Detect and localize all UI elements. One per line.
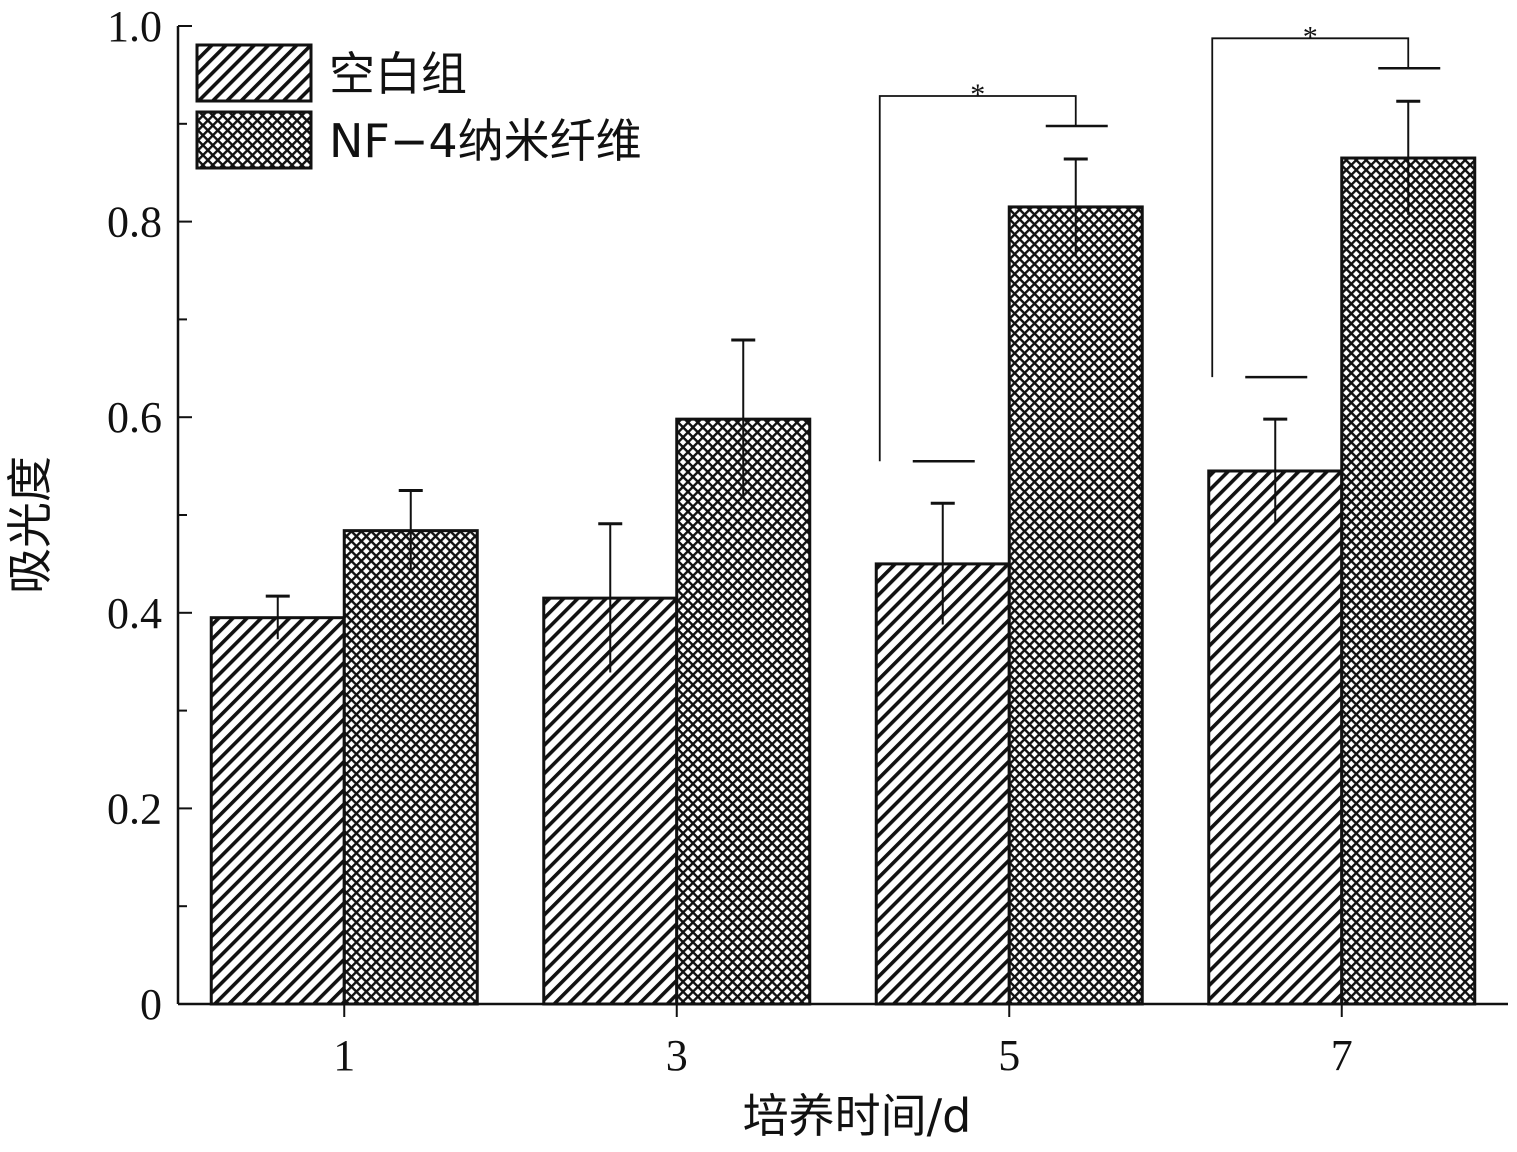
bar-2-day-3: [675, 417, 812, 1006]
y-tick-label: 0.2: [107, 784, 162, 833]
sig-bracket-7: [1211, 37, 1410, 378]
y-tick-label: 0.8: [107, 198, 162, 247]
bar-1-day-5: [874, 562, 1011, 1006]
sig-bracket-5: [878, 95, 1077, 462]
x-tick-label: 3: [666, 1031, 688, 1080]
y-tick-label: 0.4: [107, 589, 162, 638]
sig-label-5: *: [970, 78, 985, 111]
bar-2-day-7: [1340, 156, 1477, 1006]
legend: 空白组 NF−4纳米纤维: [195, 43, 642, 170]
x-tick-label: 5: [998, 1031, 1020, 1080]
legend-label-2: NF−4纳米纤维: [329, 114, 642, 168]
bar-1-day-1: [209, 616, 346, 1006]
legend-swatch-1: [195, 43, 313, 103]
bar-2-day-1: [342, 529, 479, 1006]
y-tick-label: 0.6: [107, 393, 162, 442]
y-axis-label: 吸光度: [3, 456, 57, 594]
y-tick-label: 1.0: [107, 2, 162, 51]
bar-2-day-5: [1007, 205, 1144, 1006]
error-bars-group: [265, 99, 1421, 673]
legend-label-1: 空白组: [329, 47, 467, 101]
y-tick-label: 0: [140, 980, 162, 1029]
bar-1-day-7: [1207, 469, 1344, 1006]
x-tick-label: 1: [333, 1031, 355, 1080]
bars-group: [209, 156, 1477, 1006]
sig-label-7: *: [1303, 20, 1318, 53]
axes-group: 0 0.2 0.4 0.6 0.8 1.0 1 3 5 7: [107, 2, 1508, 1080]
legend-swatch-2: [195, 110, 313, 170]
x-axis-label: 培养时间/d: [743, 1089, 972, 1143]
x-tick-label: 7: [1331, 1031, 1353, 1080]
significance-group: **: [878, 20, 1441, 463]
